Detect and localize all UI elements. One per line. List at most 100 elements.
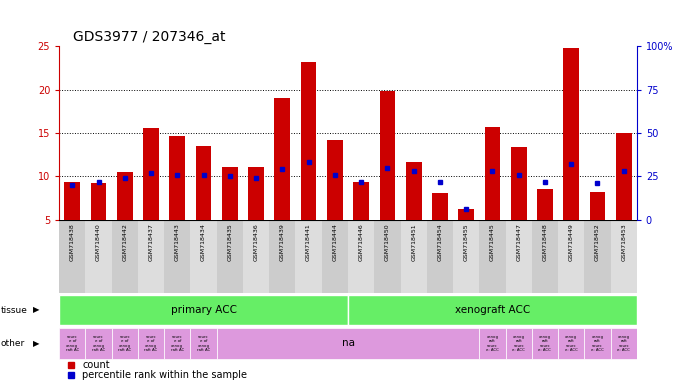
Text: xenograft ACC: xenograft ACC <box>454 305 530 315</box>
Bar <box>296 220 322 293</box>
Bar <box>400 220 427 293</box>
Text: GSM718453: GSM718453 <box>622 223 626 261</box>
Bar <box>379 91 395 220</box>
Text: GSM718436: GSM718436 <box>253 223 259 261</box>
Text: ▶: ▶ <box>33 306 40 314</box>
Text: GSM718438: GSM718438 <box>70 223 74 261</box>
Text: sourc
e of
xenog
raft AC: sourc e of xenog raft AC <box>65 334 79 352</box>
Bar <box>480 328 505 359</box>
Bar <box>191 220 216 293</box>
Bar <box>86 220 111 293</box>
Bar <box>610 220 637 293</box>
Text: GSM718449: GSM718449 <box>569 223 574 262</box>
Text: GSM718439: GSM718439 <box>280 223 285 262</box>
Text: sourc
e of
xenog
raft AC: sourc e of xenog raft AC <box>197 334 210 352</box>
Text: GSM718455: GSM718455 <box>464 223 468 261</box>
Text: GSM718447: GSM718447 <box>516 223 521 262</box>
Text: GSM718448: GSM718448 <box>542 223 548 261</box>
Bar <box>196 146 212 220</box>
Bar <box>610 328 637 359</box>
Bar <box>532 328 558 359</box>
Text: xenog
raft
sourc
e: ACC: xenog raft sourc e: ACC <box>512 334 525 352</box>
Text: GSM718437: GSM718437 <box>148 223 154 262</box>
Text: count: count <box>82 360 110 370</box>
Text: GSM718454: GSM718454 <box>437 223 443 261</box>
Bar <box>59 328 86 359</box>
Bar <box>406 162 422 220</box>
Text: GSM718434: GSM718434 <box>201 223 206 262</box>
Bar <box>59 295 348 325</box>
Bar <box>354 182 369 220</box>
Bar <box>511 147 527 220</box>
Bar <box>138 220 164 293</box>
Text: xenog
raft
sourc
e: ACC: xenog raft sourc e: ACC <box>564 334 578 352</box>
Text: GSM718441: GSM718441 <box>306 223 311 261</box>
Bar <box>537 189 553 220</box>
Text: sourc
e of
xenog
raft AC: sourc e of xenog raft AC <box>171 334 184 352</box>
Bar <box>585 220 610 293</box>
Bar <box>480 220 505 293</box>
Bar <box>374 220 400 293</box>
Text: xenog
raft
sourc
e: ACC: xenog raft sourc e: ACC <box>486 334 499 352</box>
Bar <box>590 192 606 220</box>
Text: na: na <box>342 338 354 348</box>
Bar <box>111 220 138 293</box>
Bar <box>322 220 348 293</box>
Text: GSM718452: GSM718452 <box>595 223 600 261</box>
Text: primary ACC: primary ACC <box>171 305 237 315</box>
Text: GSM718450: GSM718450 <box>385 223 390 261</box>
Bar <box>327 140 342 220</box>
Bar <box>164 328 191 359</box>
Bar <box>348 295 637 325</box>
Bar <box>505 220 532 293</box>
Text: sourc
e of
xenog
raft AC: sourc e of xenog raft AC <box>145 334 158 352</box>
Bar <box>86 328 111 359</box>
Bar <box>616 133 631 220</box>
Bar <box>164 220 191 293</box>
Bar <box>458 209 474 220</box>
Bar <box>585 328 610 359</box>
Bar <box>563 48 579 220</box>
Text: GSM718451: GSM718451 <box>411 223 416 261</box>
Text: GSM718445: GSM718445 <box>490 223 495 261</box>
Text: xenog
raft
sourc
e: ACC: xenog raft sourc e: ACC <box>591 334 604 352</box>
Bar <box>143 128 159 220</box>
Text: other: other <box>1 339 25 348</box>
Text: xenog
raft
sourc
e: ACC: xenog raft sourc e: ACC <box>539 334 551 352</box>
Bar <box>301 62 317 220</box>
Bar <box>348 220 374 293</box>
Text: GSM718435: GSM718435 <box>228 223 232 261</box>
Bar <box>532 220 558 293</box>
Bar <box>427 220 453 293</box>
Bar <box>216 220 243 293</box>
Bar <box>222 167 238 220</box>
Bar <box>90 183 106 220</box>
Bar <box>191 328 216 359</box>
Bar <box>111 328 138 359</box>
Bar <box>216 328 480 359</box>
Bar <box>432 193 448 220</box>
Text: percentile rank within the sample: percentile rank within the sample <box>82 370 247 380</box>
Text: GSM718446: GSM718446 <box>358 223 363 261</box>
Bar <box>248 167 264 220</box>
Text: ▶: ▶ <box>33 339 40 348</box>
Bar <box>274 98 290 220</box>
Bar <box>169 136 185 220</box>
Bar <box>453 220 480 293</box>
Text: GSM718444: GSM718444 <box>333 223 338 262</box>
Bar <box>484 127 500 220</box>
Text: GSM718442: GSM718442 <box>122 223 127 262</box>
Bar <box>558 220 585 293</box>
Text: GDS3977 / 207346_at: GDS3977 / 207346_at <box>73 30 226 44</box>
Bar <box>59 220 86 293</box>
Text: GSM718440: GSM718440 <box>96 223 101 261</box>
Text: xenog
raft
sourc
e: ACC: xenog raft sourc e: ACC <box>617 334 630 352</box>
Bar <box>243 220 269 293</box>
Bar <box>505 328 532 359</box>
Bar <box>117 172 133 220</box>
Text: sourc
e of
xenog
raft AC: sourc e of xenog raft AC <box>92 334 105 352</box>
Bar <box>558 328 585 359</box>
Bar <box>269 220 296 293</box>
Bar <box>65 182 80 220</box>
Text: tissue: tissue <box>1 306 28 314</box>
